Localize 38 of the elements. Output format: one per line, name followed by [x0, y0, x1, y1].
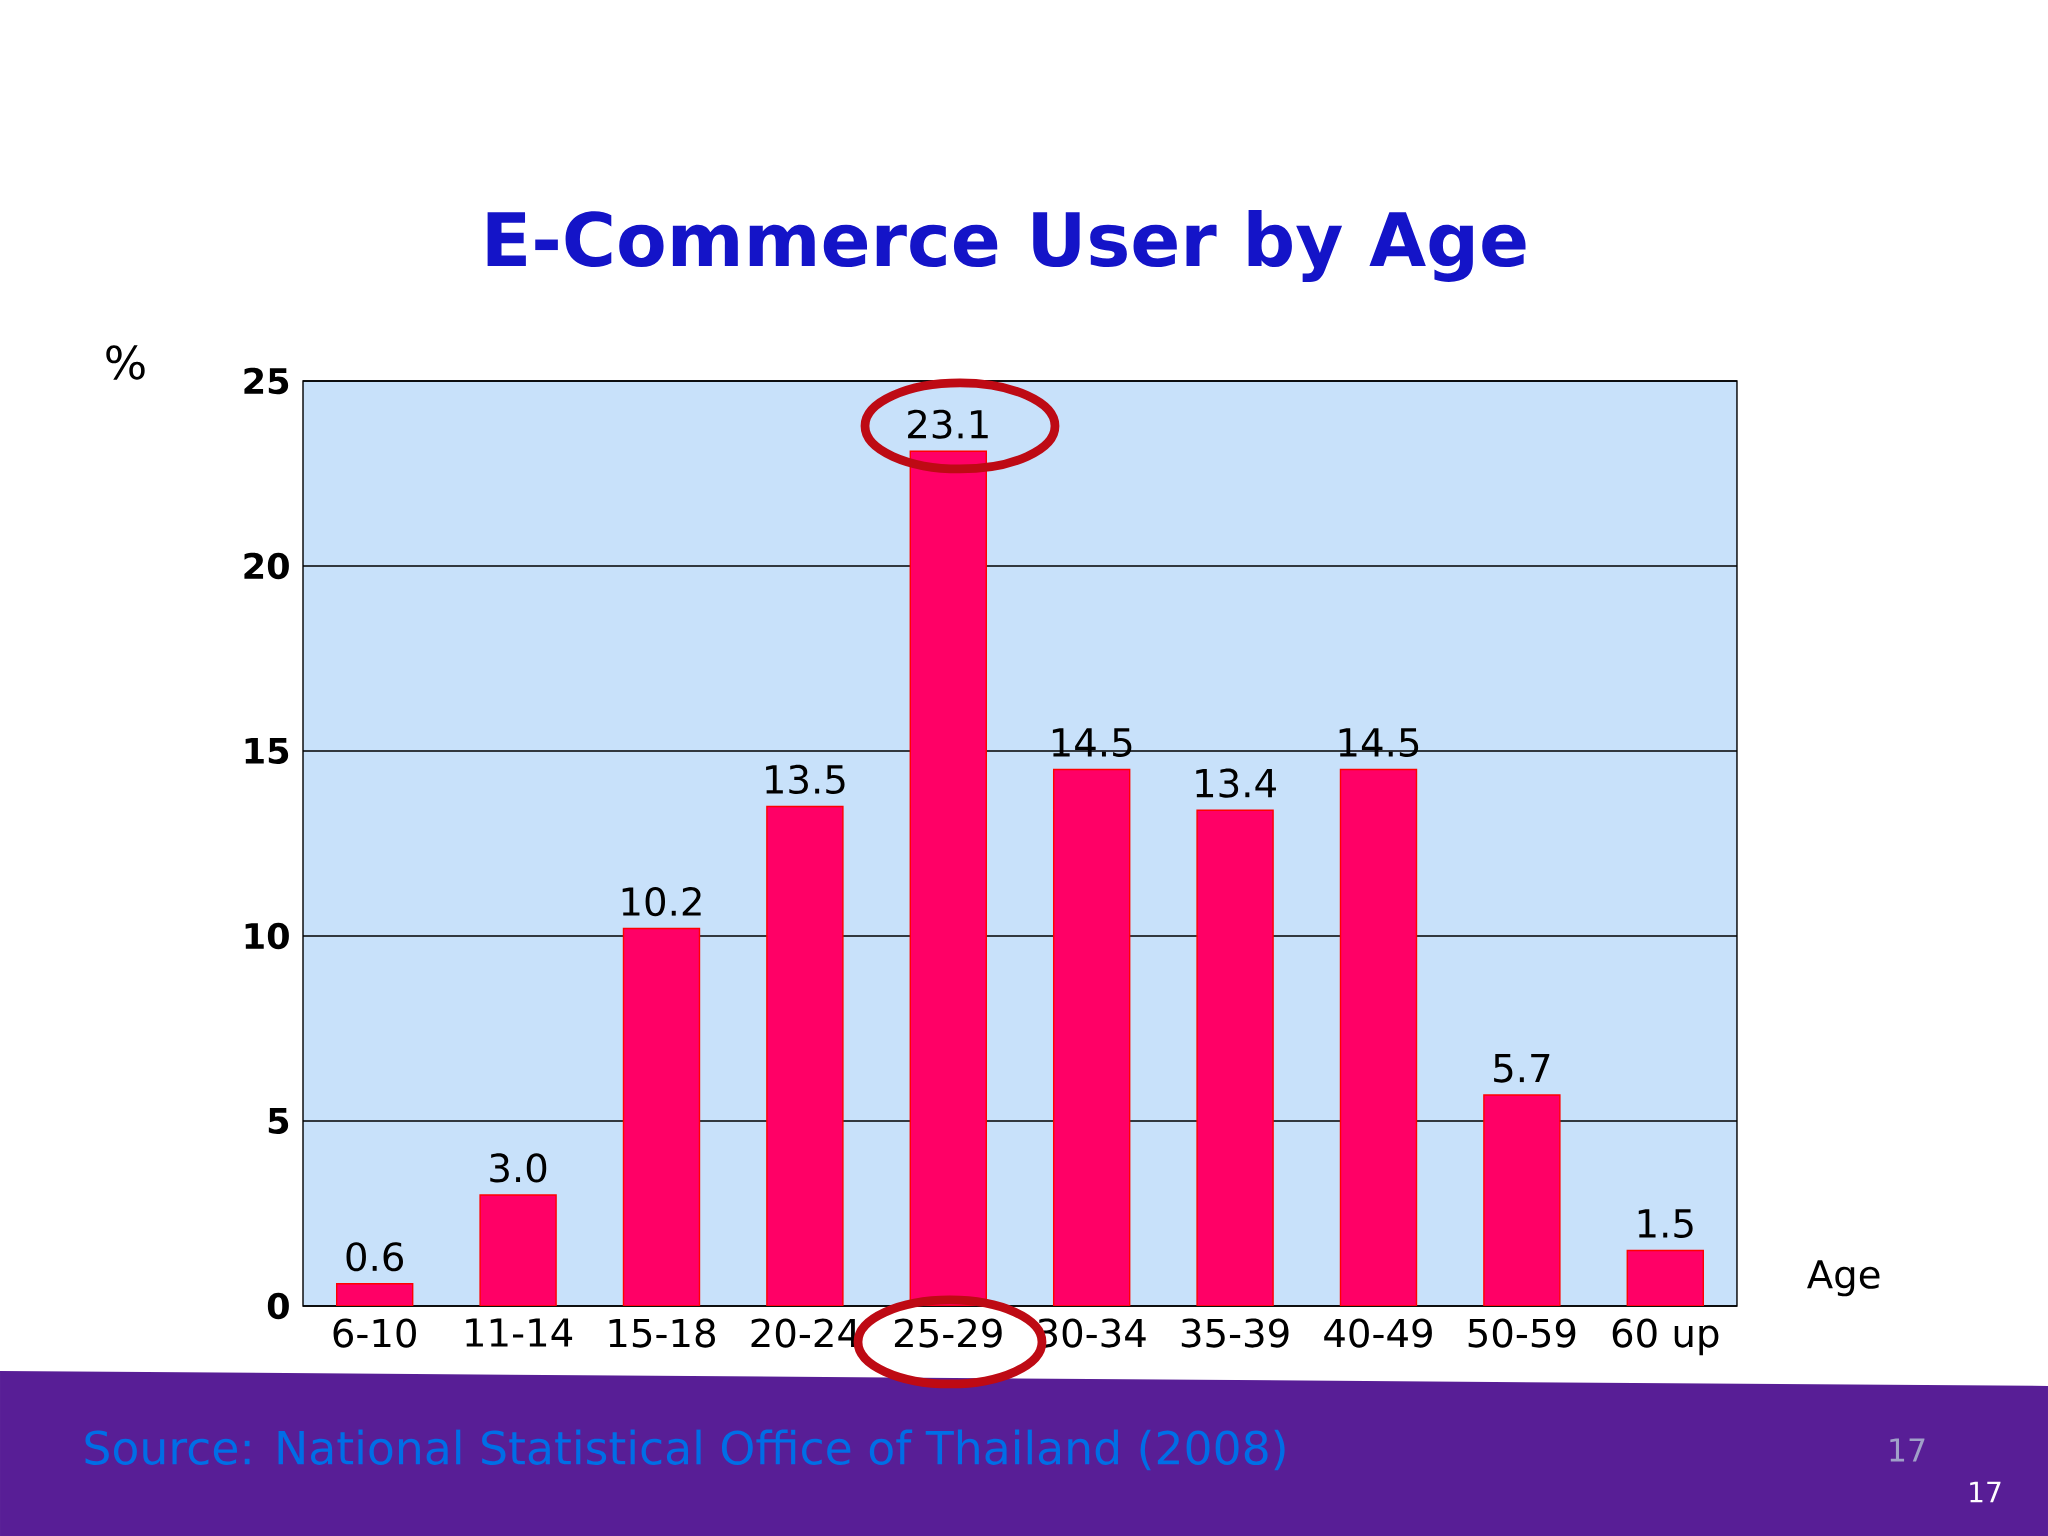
x-tick-label: 15-18	[609, 1318, 715, 1348]
y-tick-label: 25	[244, 367, 289, 395]
data-label: 5.7	[1494, 1053, 1550, 1083]
data-label: 13.5	[766, 764, 845, 795]
text: 17	[1890, 1438, 1925, 1462]
text: 17	[1970, 1481, 2001, 1503]
x-tick-label: 20-24	[751, 1318, 859, 1348]
x-tick-label: 60 up	[1612, 1318, 1719, 1356]
bar	[479, 1194, 557, 1306]
data-label: 1.5	[1638, 1209, 1693, 1239]
x-axis-title: Age	[1807, 1260, 1880, 1297]
data-label: 10.2	[622, 886, 701, 917]
x-tick-label: 35-39	[1181, 1318, 1289, 1348]
bar	[1339, 768, 1418, 1306]
x-tick-label: 6-10	[333, 1318, 416, 1348]
bar	[335, 1283, 414, 1306]
bar	[622, 927, 701, 1306]
x-tick-label: 50-59	[1468, 1318, 1576, 1348]
y-tick-label: 20	[244, 552, 289, 580]
source-note: Source: National Statistical Office of Thailand (2008)	[85, 1429, 1285, 1471]
data-label: 3.0	[490, 1153, 547, 1183]
chart-title: E-Commerce User by Age	[487, 210, 1526, 282]
data-label: 0.6	[346, 1242, 403, 1272]
y-axis-title: %	[106, 345, 145, 380]
data-label: 13.4	[1196, 768, 1276, 798]
bar	[766, 805, 844, 1306]
x-tick-label: 40-49	[1324, 1318, 1432, 1348]
bar	[1626, 1249, 1704, 1306]
bar	[1052, 768, 1131, 1306]
bar	[1196, 809, 1274, 1306]
y-tick-label: 5	[268, 1107, 289, 1135]
x-tick-label: 25-29	[894, 1318, 1002, 1348]
y-tick-label: 0	[267, 1292, 289, 1320]
x-tick-label: 11-14	[466, 1318, 573, 1347]
y-tick-label: 15	[245, 737, 289, 765]
data-label: 23.1	[908, 409, 988, 439]
y-tick-label: 10	[245, 922, 289, 950]
bar	[1483, 1094, 1561, 1306]
